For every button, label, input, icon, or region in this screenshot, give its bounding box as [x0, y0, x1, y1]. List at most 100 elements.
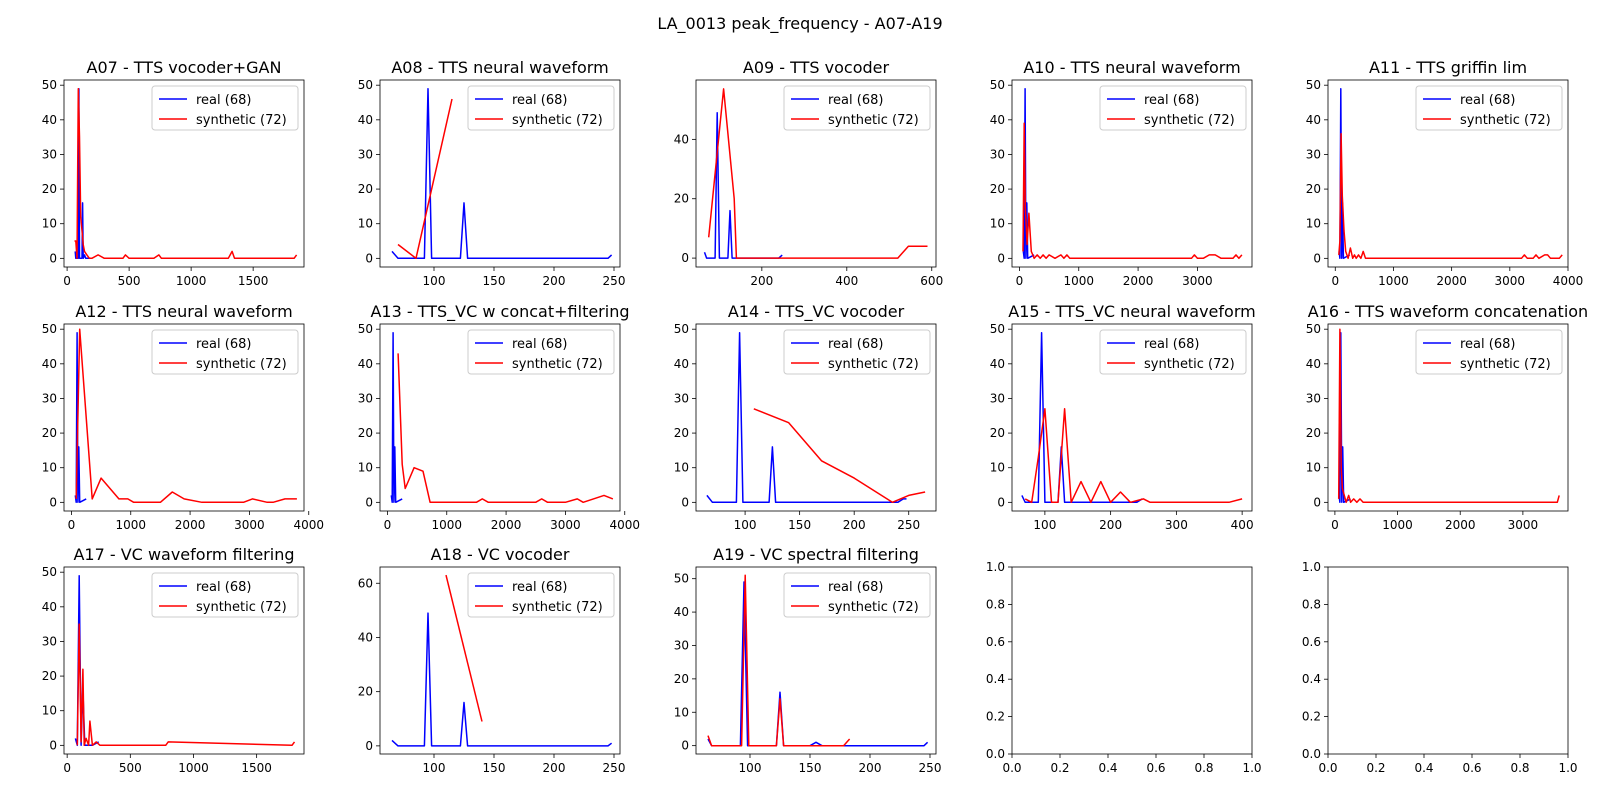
y-tick-label: 0: [49, 495, 57, 509]
legend-label: real (68): [1144, 337, 1199, 352]
y-tick-label: 30: [1306, 147, 1321, 161]
y-tick-label: 0: [681, 495, 689, 509]
x-tick-label: 1000: [1382, 518, 1413, 532]
y-tick-label: 10: [42, 461, 57, 475]
legend-box: [467, 572, 615, 618]
y-tick-label: 40: [358, 630, 373, 644]
y-tick-label: 30: [1306, 391, 1321, 405]
y-tick-label: 30: [674, 638, 689, 652]
legend-label: real (68): [512, 580, 567, 595]
y-tick-label: 40: [1306, 357, 1321, 371]
x-tick-label: 400: [1231, 518, 1254, 532]
y-tick-label: 0.8: [1302, 597, 1321, 611]
y-tick-label: 20: [674, 426, 689, 440]
series-line-synthetic: [74, 87, 298, 260]
legend-box: [467, 329, 615, 375]
legend: real (68) synthetic (72): [151, 572, 299, 618]
y-tick-label: 50: [42, 565, 57, 579]
series-line-real: [1338, 331, 1351, 504]
y-tick-label: 0.0: [1302, 747, 1321, 761]
legend-label: synthetic (72): [828, 600, 919, 615]
subplot-8: A14 - TTS_VC vocoder 100 150 200 250 0 10 20 30 4…: [674, 302, 937, 532]
series-line-synthetic: [75, 328, 297, 504]
axes-frame: [695, 566, 937, 755]
axes-frame: [63, 323, 305, 512]
legend-box: [1099, 329, 1247, 375]
y-tick-label: 20: [42, 669, 57, 683]
x-tick-label: 200: [543, 761, 566, 775]
axes-frame: [1327, 323, 1569, 512]
y-tick-label: 50: [1306, 78, 1321, 92]
legend-label: real (68): [828, 93, 883, 108]
series-line-synthetic: [707, 574, 851, 747]
x-tick-label: 0.8: [1194, 761, 1213, 775]
legend-label: synthetic (72): [828, 113, 919, 128]
subplot-title: A17 - VC waveform filtering: [73, 545, 294, 564]
series-line-synthetic: [76, 623, 296, 747]
legend-label: real (68): [196, 337, 251, 352]
x-tick-label: 200: [1099, 518, 1122, 532]
subplot-11: A17 - VC waveform filtering 0 500 1000 1500 0…: [42, 545, 305, 775]
x-tick-label: 0: [1016, 274, 1024, 288]
series-line-synthetic: [1024, 408, 1243, 504]
legend-label: real (68): [828, 337, 883, 352]
x-tick-label: 400: [835, 274, 858, 288]
series-line-real: [1338, 87, 1351, 260]
x-tick-label: 3000: [1508, 518, 1539, 532]
x-tick-label: 1000: [176, 274, 207, 288]
legend: real (68) synthetic (72): [783, 572, 931, 618]
legend-box: [1415, 329, 1563, 375]
x-tick-label: 0: [68, 518, 76, 532]
subplot-title: A08 - TTS neural waveform: [391, 58, 608, 77]
x-tick-label: 4000: [293, 518, 324, 532]
x-tick-label: 0.0: [1002, 761, 1021, 775]
y-tick-label: 0.4: [986, 672, 1005, 686]
y-tick-label: 20: [358, 182, 373, 196]
axes-frame: [379, 566, 621, 755]
y-tick-label: 50: [358, 78, 373, 92]
subplot-5: A11 - TTS griffin lim 0 1000 2000 3000 4000 0 1…: [1306, 58, 1584, 288]
y-tick-label: 0: [997, 251, 1005, 265]
y-tick-label: 40: [674, 132, 689, 146]
x-tick-label: 1000: [1063, 274, 1094, 288]
legend-label: synthetic (72): [512, 357, 603, 372]
y-tick-label: 30: [990, 147, 1005, 161]
y-tick-label: 40: [674, 357, 689, 371]
subplot-title: A18 - VC vocoder: [431, 545, 570, 564]
y-tick-label: 30: [358, 391, 373, 405]
x-tick-label: 250: [603, 761, 626, 775]
axes-frame: [695, 79, 937, 268]
y-tick-label: 40: [42, 357, 57, 371]
y-tick-label: 0.6: [986, 635, 1005, 649]
x-tick-label: 0: [63, 274, 71, 288]
legend-label: synthetic (72): [512, 113, 603, 128]
y-tick-label: 50: [674, 322, 689, 336]
y-tick-label: 50: [1306, 322, 1321, 336]
y-tick-label: 40: [990, 113, 1005, 127]
legend: real (68) synthetic (72): [783, 85, 931, 131]
y-tick-label: 10: [674, 705, 689, 719]
legend: real (68) synthetic (72): [1099, 329, 1247, 375]
x-tick-label: 250: [603, 274, 626, 288]
x-tick-label: 3000: [234, 518, 265, 532]
subplot-15: 0.0 0.2 0.4 0.6 0.8 1.0 0.0 0.2 0.4 0.6 0.8 1.0: [1302, 560, 1578, 775]
y-tick-label: 20: [42, 426, 57, 440]
x-tick-label: 0.6: [1146, 761, 1165, 775]
series-line-synthetic: [445, 574, 483, 722]
x-tick-label: 0.2: [1050, 761, 1069, 775]
x-tick-label: 200: [859, 761, 882, 775]
subplot-title: A09 - TTS vocoder: [743, 58, 890, 77]
y-tick-label: 0: [49, 251, 57, 265]
y-tick-label: 10: [358, 217, 373, 231]
axes-frame: [379, 323, 621, 512]
x-tick-label: 0.4: [1414, 761, 1433, 775]
legend-label: synthetic (72): [1460, 113, 1551, 128]
x-tick-label: 150: [483, 274, 506, 288]
legend-label: synthetic (72): [196, 600, 287, 615]
axes-frame: [1011, 323, 1253, 512]
x-tick-label: 1500: [238, 274, 269, 288]
x-tick-label: 0.0: [1318, 761, 1337, 775]
x-tick-label: 100: [423, 761, 446, 775]
y-tick-label: 0.4: [1302, 672, 1321, 686]
